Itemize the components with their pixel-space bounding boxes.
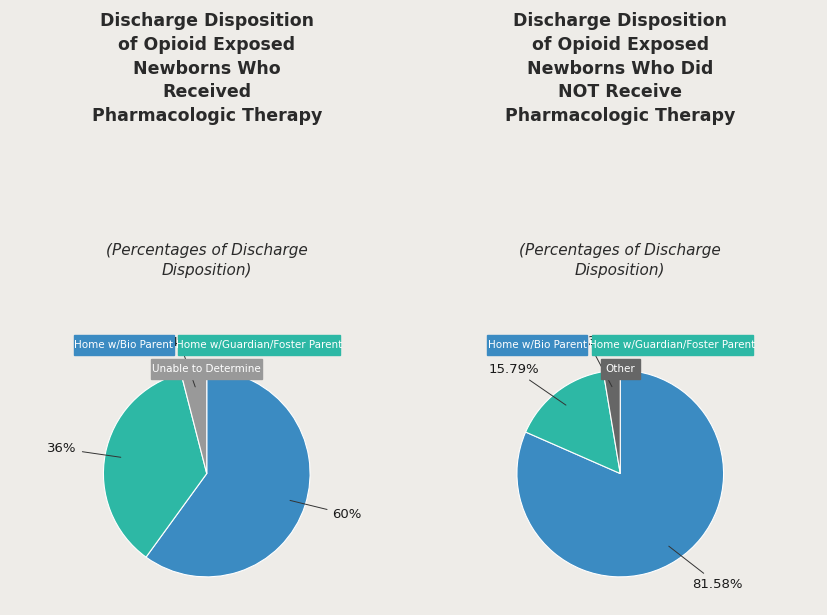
Text: 2.63%: 2.63% <box>567 335 612 387</box>
Wedge shape <box>103 373 207 557</box>
Text: Discharge Disposition
of Opioid Exposed
Newborns Who Did
NOT Receive
Pharmacolog: Discharge Disposition of Opioid Exposed … <box>505 12 735 125</box>
Text: 81.58%: 81.58% <box>669 546 743 591</box>
Text: (Percentages of Discharge
Disposition): (Percentages of Discharge Disposition) <box>106 243 308 278</box>
Text: 36%: 36% <box>47 442 121 458</box>
Text: Home w/Guardian/Foster Parent: Home w/Guardian/Foster Parent <box>590 340 756 351</box>
Text: 60%: 60% <box>290 501 362 521</box>
Text: Unable to Determine: Unable to Determine <box>152 363 261 374</box>
Text: 15.79%: 15.79% <box>489 363 566 405</box>
Text: 4%: 4% <box>170 336 195 387</box>
Text: Home w/Bio Parent: Home w/Bio Parent <box>488 340 586 351</box>
Text: Discharge Disposition
of Opioid Exposed
Newborns Who
Received
Pharmacologic Ther: Discharge Disposition of Opioid Exposed … <box>92 12 322 125</box>
Text: Home w/Guardian/Foster Parent: Home w/Guardian/Foster Parent <box>176 340 342 351</box>
Text: Other: Other <box>605 363 635 374</box>
Wedge shape <box>603 370 620 474</box>
Text: Home w/Bio Parent: Home w/Bio Parent <box>74 340 173 351</box>
Wedge shape <box>146 370 310 577</box>
Wedge shape <box>181 370 207 474</box>
Text: (Percentages of Discharge
Disposition): (Percentages of Discharge Disposition) <box>519 243 721 278</box>
Wedge shape <box>526 371 620 474</box>
Wedge shape <box>517 370 724 577</box>
